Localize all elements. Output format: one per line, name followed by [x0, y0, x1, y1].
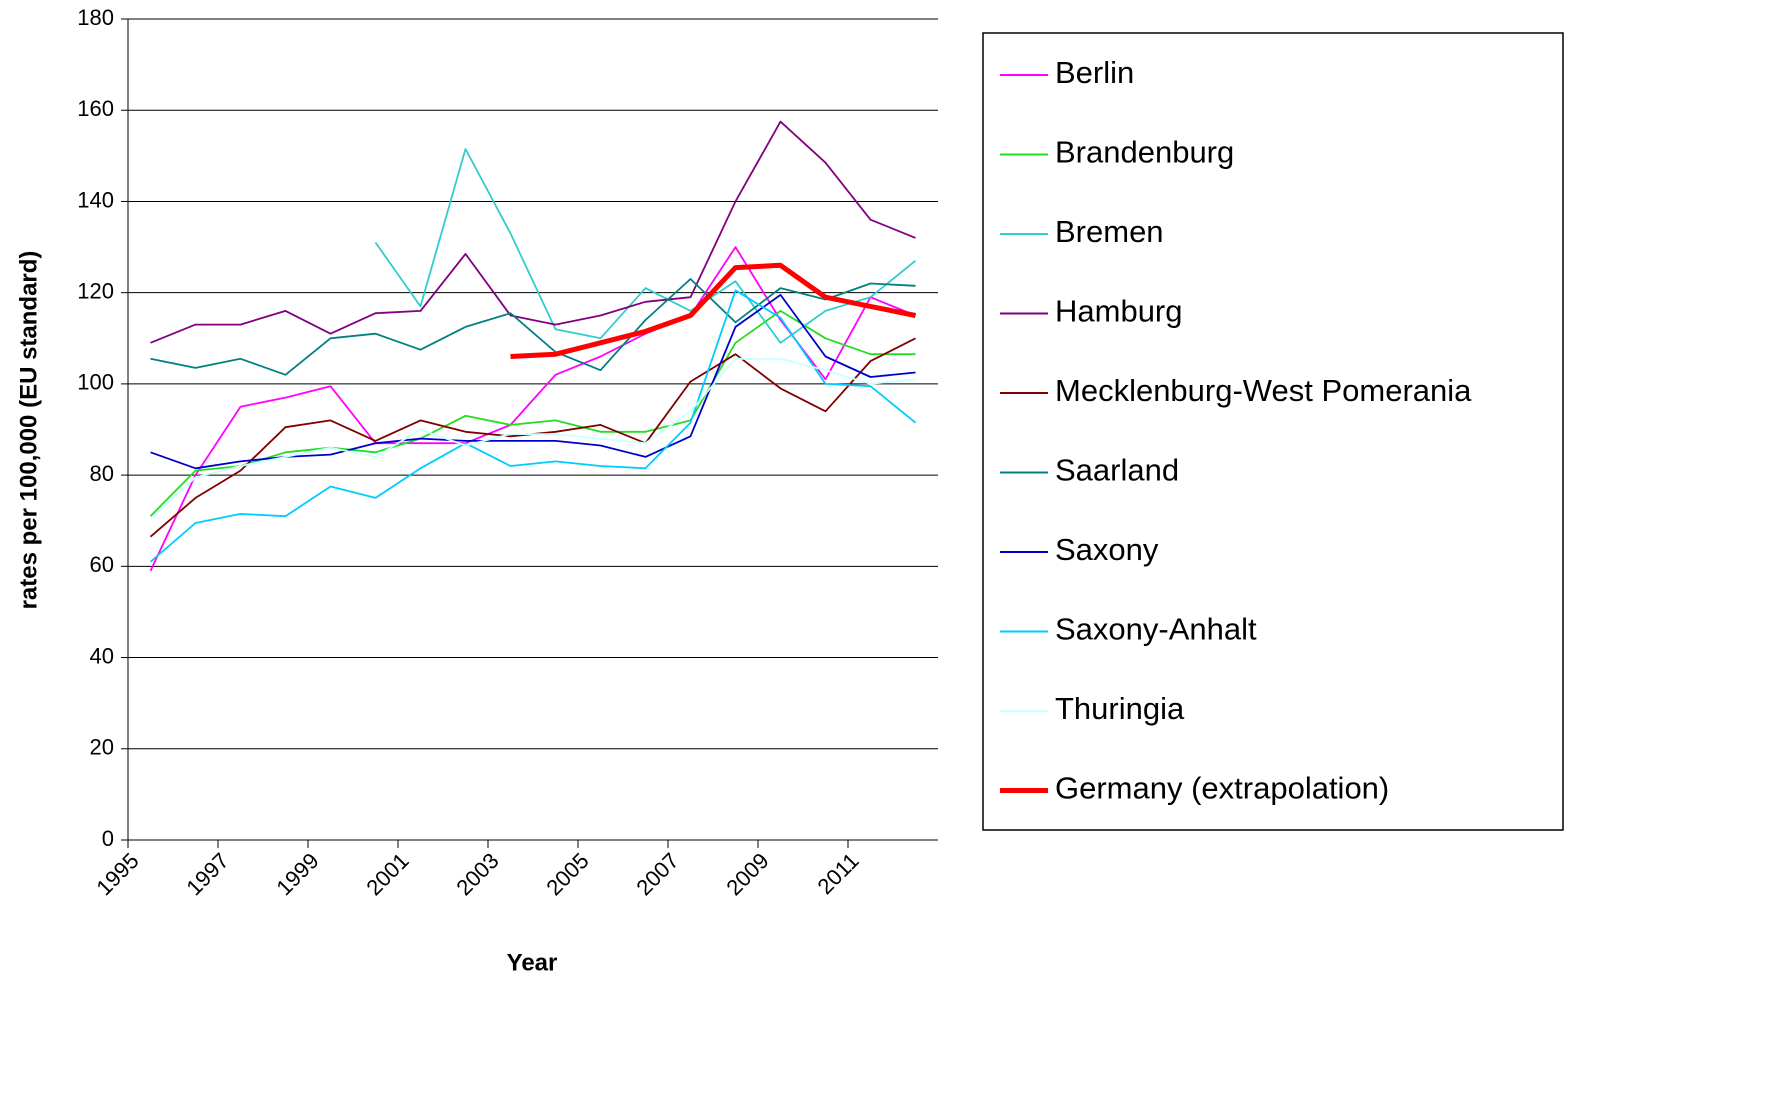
x-tick-label: 1997	[181, 848, 233, 900]
y-tick-label: 120	[77, 278, 114, 303]
legend-label: Saarland	[1055, 453, 1179, 488]
legend-label: Bremen	[1055, 214, 1164, 249]
y-tick-label: 40	[90, 643, 114, 668]
y-tick-label: 20	[90, 735, 114, 760]
series-line	[150, 120, 916, 344]
x-tick-label: 2009	[721, 848, 773, 900]
x-tick-label: 2007	[631, 848, 683, 900]
legend-box	[982, 32, 1564, 831]
legend-label: Berlin	[1055, 55, 1134, 90]
legend-label: Mecklenburg-West Pomerania	[1055, 373, 1472, 408]
series-line	[149, 310, 916, 517]
y-tick-label: 100	[77, 370, 114, 395]
legend-label: Germany (extrapolation)	[1055, 771, 1389, 806]
x-tick-label: 2005	[541, 848, 593, 900]
x-tick-label: 2003	[451, 848, 503, 900]
y-tick-label: 60	[90, 552, 114, 577]
legend-label: Thuringia	[1055, 691, 1185, 726]
y-tick-label: 0	[102, 826, 114, 851]
y-tick-label: 180	[77, 5, 114, 30]
x-tick-label: 2001	[361, 848, 413, 900]
y-tick-label: 160	[77, 96, 114, 121]
x-tick-label: 1999	[271, 848, 323, 900]
series-line	[149, 357, 916, 520]
y-axis-label: rates per 100,000 (EU standard)	[15, 251, 42, 610]
series-line	[510, 262, 916, 359]
series-line	[149, 246, 916, 572]
y-tick-label: 140	[77, 187, 114, 212]
series-line	[149, 289, 917, 563]
x-axis-label: Year	[507, 949, 558, 976]
legend-label: Saxony	[1055, 532, 1159, 567]
legend-label: Hamburg	[1055, 294, 1183, 329]
x-tick-label: 1995	[91, 848, 143, 900]
legend-label: Saxony-Anhalt	[1055, 612, 1257, 647]
series-line	[150, 278, 916, 376]
x-tick-label: 2011	[813, 848, 864, 899]
legend-label: Brandenburg	[1055, 135, 1234, 170]
series-line	[374, 148, 917, 344]
y-tick-label: 80	[90, 461, 114, 486]
